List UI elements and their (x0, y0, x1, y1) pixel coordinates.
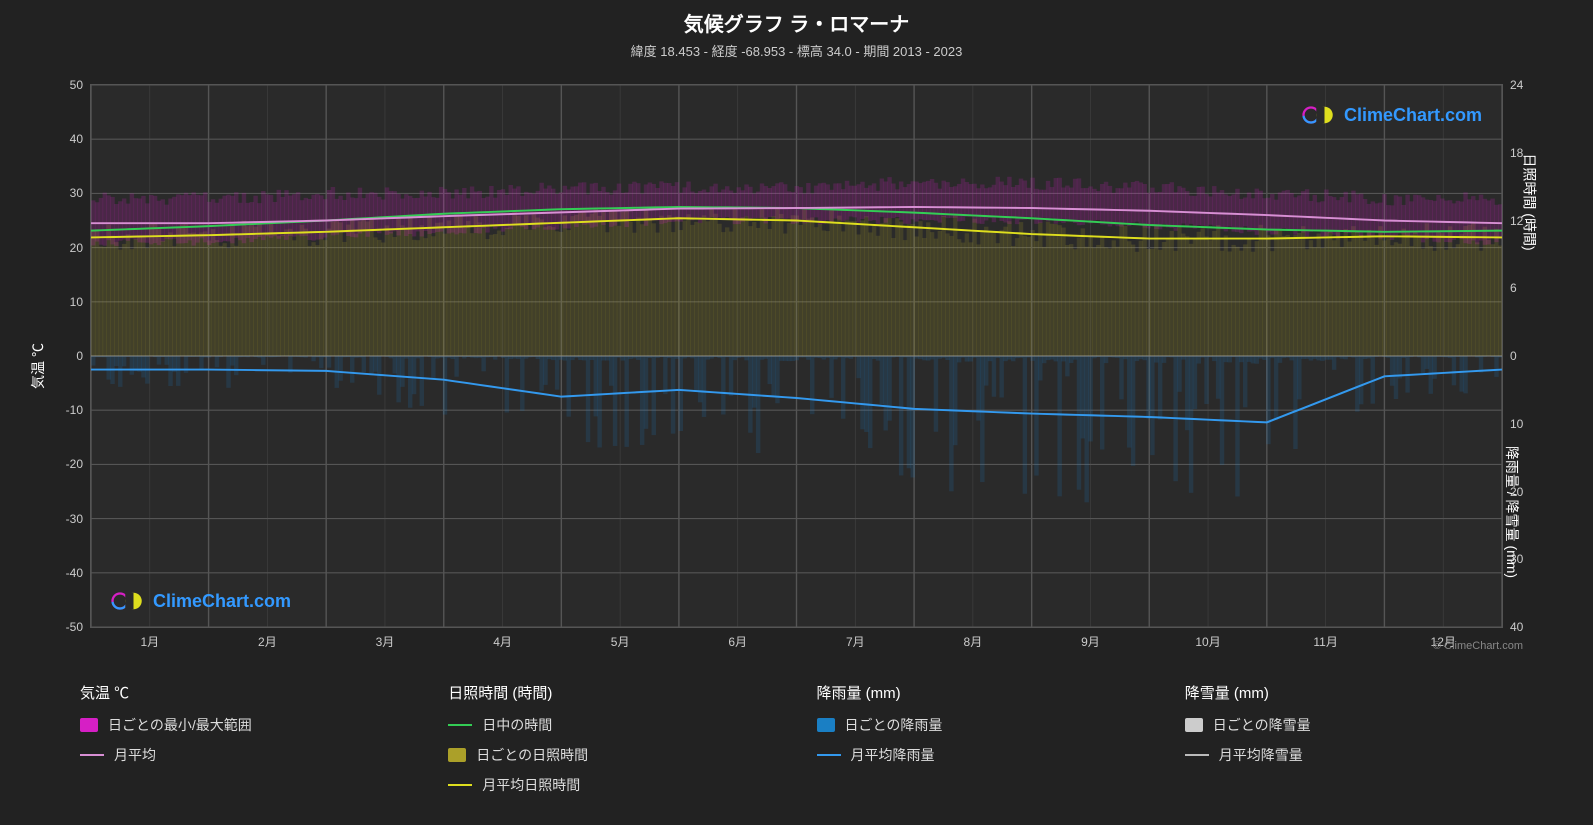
y-tick-right: 0 (1502, 349, 1517, 363)
x-tick: 9月 (1081, 627, 1100, 650)
watermark-text: ClimeChart.com (153, 591, 291, 612)
legend-item: 日ごとの降雨量 (817, 715, 1145, 735)
legend-label: 日ごとの日照時間 (476, 745, 588, 765)
x-tick: 4月 (493, 627, 512, 650)
y-tick-left: -10 (66, 403, 91, 417)
x-tick: 5月 (611, 627, 630, 650)
y-tick-left: 50 (70, 78, 91, 92)
legend-title: 気温 ℃ (80, 682, 408, 703)
plot-area: ClimeChart.com ClimeChart.com 5040302010… (90, 84, 1503, 628)
legend-swatch (80, 754, 104, 756)
x-tick: 3月 (376, 627, 395, 650)
y-axis-left-label: 気温 ℃ (28, 343, 48, 389)
chart-area: 気温 ℃ 日照時間 (時間) 降雨量 / 降雪量 (mm) ClimeChart… (60, 74, 1533, 658)
y-tick-right: 10 (1502, 417, 1523, 431)
legend-swatch (80, 718, 98, 732)
y-tick-right: 24 (1502, 78, 1523, 92)
legend-area: 気温 ℃ 日ごとの最小/最大範囲月平均 日照時間 (時間) 日中の時間日ごとの日… (0, 668, 1593, 825)
legend-label: 日中の時間 (482, 715, 552, 735)
legend-item: 月平均 (80, 745, 408, 765)
legend-label: 日ごとの降雪量 (1213, 715, 1311, 735)
climechart-logo-icon (1302, 103, 1338, 127)
legend-group-temperature: 気温 ℃ 日ごとの最小/最大範囲月平均 (80, 682, 408, 805)
y-tick-right: 6 (1502, 281, 1517, 295)
x-tick: 10月 (1195, 627, 1220, 650)
plot-svg (91, 85, 1502, 627)
legend-items: 日ごとの降雪量月平均降雪量 (1185, 715, 1513, 765)
y-tick-left: 40 (70, 132, 91, 146)
legend-label: 月平均 (114, 745, 156, 765)
y-tick-right: 30 (1502, 552, 1523, 566)
y-tick-right: 20 (1502, 485, 1523, 499)
y-tick-right: 12 (1502, 214, 1523, 228)
legend-items: 日中の時間日ごとの日照時間月平均日照時間 (448, 715, 776, 795)
sub-title: 緯度 18.453 - 経度 -68.953 - 標高 34.0 - 期間 20… (0, 41, 1593, 60)
y-tick-left: -30 (66, 512, 91, 526)
y-tick-left: 20 (70, 241, 91, 255)
legend-item: 月平均降雪量 (1185, 745, 1513, 765)
legend-group-snow: 降雪量 (mm) 日ごとの降雪量月平均降雪量 (1185, 682, 1513, 805)
y-tick-left: -40 (66, 566, 91, 580)
copyright-text: © ClimeChart.com (1433, 640, 1523, 652)
y-tick-left: 30 (70, 186, 91, 200)
y-axis-right-label-top: 日照時間 (時間) (1519, 154, 1539, 251)
y-tick-left: -20 (66, 457, 91, 471)
x-tick: 2月 (258, 627, 277, 650)
legend-item: 日ごとの降雪量 (1185, 715, 1513, 735)
x-tick: 6月 (728, 627, 747, 650)
legend-items: 日ごとの最小/最大範囲月平均 (80, 715, 408, 765)
legend-items: 日ごとの降雨量月平均降雨量 (817, 715, 1145, 765)
legend-item: 日ごとの日照時間 (448, 745, 776, 765)
legend-label: 月平均日照時間 (482, 775, 580, 795)
legend-group-rain: 降雨量 (mm) 日ごとの降雨量月平均降雨量 (817, 682, 1145, 805)
legend-swatch (448, 748, 466, 762)
legend-label: 日ごとの最小/最大範囲 (108, 715, 252, 735)
climechart-logo-icon (111, 589, 147, 613)
y-tick-left: -50 (66, 620, 91, 634)
chart-container: 気候グラフ ラ・ロマーナ 緯度 18.453 - 経度 -68.953 - 標高… (0, 0, 1593, 825)
x-tick: 1月 (140, 627, 159, 650)
watermark-top: ClimeChart.com (1302, 103, 1482, 127)
x-tick: 7月 (846, 627, 865, 650)
y-tick-left: 0 (76, 349, 91, 363)
legend-label: 月平均降雪量 (1219, 745, 1303, 765)
legend-swatch (1185, 718, 1203, 732)
legend-swatch (817, 754, 841, 756)
y-tick-right: 18 (1502, 146, 1523, 160)
x-tick: 11月 (1313, 627, 1337, 650)
main-title: 気候グラフ ラ・ロマーナ (0, 8, 1593, 37)
legend-swatch (448, 784, 472, 786)
title-area: 気候グラフ ラ・ロマーナ 緯度 18.453 - 経度 -68.953 - 標高… (0, 0, 1593, 64)
legend-item: 月平均日照時間 (448, 775, 776, 795)
legend-title: 降雨量 (mm) (817, 682, 1145, 703)
legend-group-daylight: 日照時間 (時間) 日中の時間日ごとの日照時間月平均日照時間 (448, 682, 776, 805)
watermark-bottom: ClimeChart.com (111, 589, 291, 613)
y-tick-right: 40 (1502, 620, 1523, 634)
legend-swatch (817, 718, 835, 732)
y-tick-left: 10 (70, 295, 91, 309)
legend-swatch (1185, 754, 1209, 756)
legend-title: 降雪量 (mm) (1185, 682, 1513, 703)
watermark-text: ClimeChart.com (1344, 105, 1482, 126)
legend-item: 月平均降雨量 (817, 745, 1145, 765)
legend-item: 日中の時間 (448, 715, 776, 735)
legend-item: 日ごとの最小/最大範囲 (80, 715, 408, 735)
legend-label: 月平均降雨量 (851, 745, 935, 765)
legend-swatch (448, 724, 472, 726)
legend-title: 日照時間 (時間) (448, 682, 776, 703)
legend-label: 日ごとの降雨量 (845, 715, 943, 735)
x-tick: 8月 (964, 627, 983, 650)
